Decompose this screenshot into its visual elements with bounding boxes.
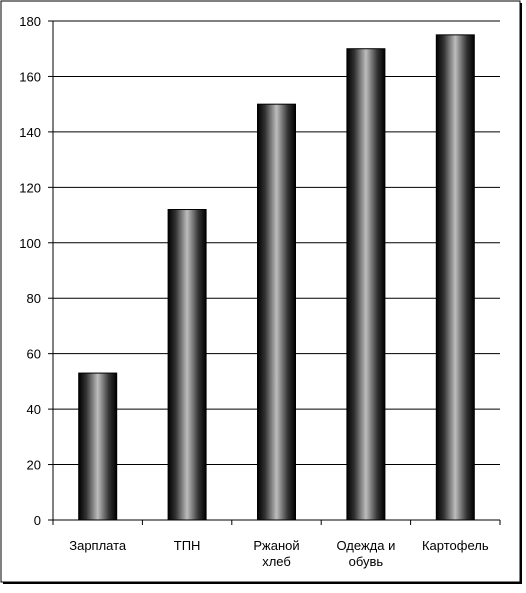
x-tick-label: ТПН [174,538,201,553]
x-tick-label: Зарплата [69,538,127,553]
y-tick-label: 180 [19,14,41,29]
y-tick-label: 120 [19,180,41,195]
bar [78,372,118,521]
y-tick-label: 20 [27,458,41,473]
y-tick-label: 0 [34,513,41,528]
x-tick-label: Одежда и обувь [336,538,395,569]
bar [257,103,296,521]
bar [435,34,475,521]
y-tick-label: 100 [19,236,41,251]
x-tick-label: Ржаной хлеб [253,538,299,569]
bar [167,209,207,521]
y-tick-label: 160 [19,69,41,84]
y-tick-label: 40 [27,402,41,417]
bar [346,48,386,521]
y-tick-label: 80 [27,291,41,306]
x-tick-label: Картофель [422,538,489,553]
y-tick-label: 60 [27,347,41,362]
y-tick-label: 140 [19,125,41,140]
